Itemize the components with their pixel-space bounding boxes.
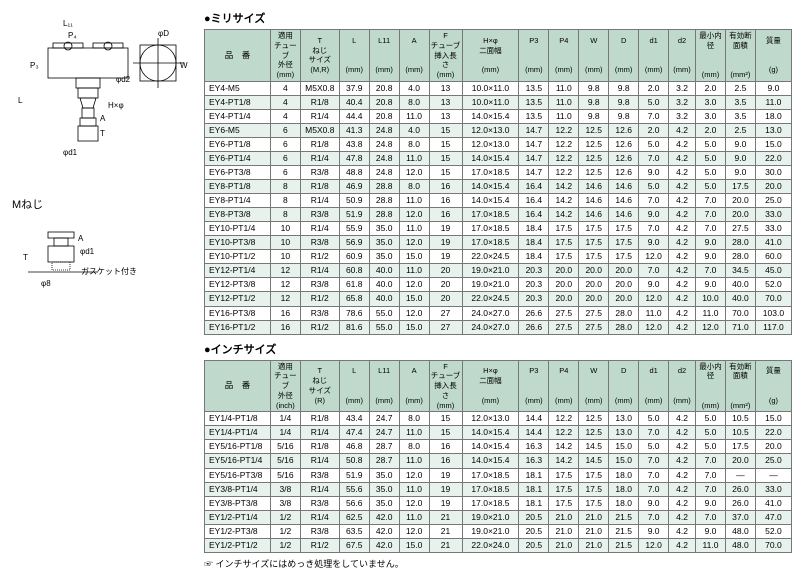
inch-section-title: ●インチサイズ: [204, 341, 792, 357]
table-row: EY1/2-PT1/41/2R1/462.542.011.02119.0×21.…: [205, 510, 792, 524]
footnote: インチサイズにはめっき処理をしていません。: [204, 557, 792, 570]
technical-drawing-main: L₁₁ P₄ P₃ L H×φ φd1 T A φd2 φD W: [8, 8, 198, 188]
table-row: EY10-PT1/210R1/260.935.015.01922.0×24.51…: [205, 250, 792, 264]
technical-drawing-m-thread: A T φ8 φd1 ガスケット付き: [8, 214, 198, 324]
table-row: EY5/16-PT3/85/16R3/851.935.012.01917.0×1…: [205, 468, 792, 482]
table-row: EY5/16-PT1/45/16R1/450.828.711.01614.0×1…: [205, 454, 792, 468]
table-row: EY4-PT1/84R1/840.420.88.01310.0×11.013.5…: [205, 95, 792, 109]
table-row: EY6-PT3/86R3/848.824.812.01517.0×18.514.…: [205, 166, 792, 180]
table-row: EY1/2-PT3/81/2R3/863.542.012.02119.0×21.…: [205, 524, 792, 538]
gasket-label: ガスケット付き: [81, 266, 137, 276]
table-row: EY8-PT3/88R3/851.928.812.01617.0×18.516.…: [205, 208, 792, 222]
table-row: EY3/8-PT1/43/8R1/455.635.011.01917.0×18.…: [205, 482, 792, 496]
svg-text:P₄: P₄: [68, 31, 77, 40]
svg-text:W: W: [180, 61, 188, 70]
svg-text:T: T: [23, 253, 28, 262]
table-row: EY10-PT1/410R1/455.935.011.01917.0×18.51…: [205, 222, 792, 236]
svg-text:P₃: P₃: [30, 61, 39, 70]
svg-text:L: L: [18, 96, 23, 105]
table-row: EY4-M54M5X0.837.920.84.01310.0×11.013.51…: [205, 81, 792, 95]
table-row: EY16-PT3/816R3/878.655.012.02724.0×27.02…: [205, 306, 792, 320]
inch-table: 品 番適用チューブ外径(inch)Tねじサイズ(R)L(mm)L11(mm)A(…: [204, 360, 792, 553]
mm-section-title: ●ミリサイズ: [204, 10, 792, 26]
mm-table: 品 番適用チューブ外径(mm)Tねじサイズ(M,R)L(mm)L11(mm)A(…: [204, 29, 792, 335]
table-row: EY6-PT1/86R1/843.824.88.01512.0×13.014.7…: [205, 137, 792, 151]
svg-text:A: A: [100, 114, 106, 123]
table-row: EY4-PT1/44R1/444.420.811.01314.0×15.413.…: [205, 109, 792, 123]
table-row: EY1/2-PT1/21/2R1/267.542.015.02122.0×24.…: [205, 538, 792, 552]
table-row: EY5/16-PT1/85/16R1/846.828.78.01614.0×15…: [205, 440, 792, 454]
table-row: EY16-PT1/216R1/281.655.015.02724.0×27.02…: [205, 320, 792, 334]
svg-text:H×φ: H×φ: [108, 101, 124, 110]
table-row: EY12-PT3/812R3/861.840.012.02019.0×21.02…: [205, 278, 792, 292]
svg-text:φD: φD: [158, 29, 169, 38]
svg-text:φd2: φd2: [116, 75, 131, 84]
svg-text:φ8: φ8: [41, 279, 51, 288]
table-row: EY10-PT3/810R3/856.935.012.01917.0×18.51…: [205, 236, 792, 250]
m-thread-title: Mねじ: [12, 196, 198, 212]
mm-thead: 品 番適用チューブ外径(mm)Tねじサイズ(M,R)L(mm)L11(mm)A(…: [205, 30, 792, 82]
table-row: EY3/8-PT3/83/8R3/856.635.012.01917.0×18.…: [205, 496, 792, 510]
svg-text:A: A: [78, 234, 84, 243]
table-row: EY8-PT1/48R1/450.928.811.01614.0×15.416.…: [205, 194, 792, 208]
svg-text:φd1: φd1: [80, 247, 95, 256]
table-row: EY6-PT1/46R1/447.824.811.01514.0×15.414.…: [205, 151, 792, 165]
svg-text:φd1: φd1: [63, 148, 78, 157]
inch-thead: 品 番適用チューブ外径(inch)Tねじサイズ(R)L(mm)L11(mm)A(…: [205, 360, 792, 412]
diagram-column: L₁₁ P₄ P₃ L H×φ φd1 T A φd2 φD W Mねじ: [8, 8, 204, 570]
table-row: EY1/4-PT1/81/4R1/843.424.78.01512.0×13.0…: [205, 412, 792, 426]
table-row: EY8-PT1/88R1/846.928.88.01614.0×15.416.4…: [205, 180, 792, 194]
table-row: EY12-PT1/212R1/265.840.015.02022.0×24.52…: [205, 292, 792, 306]
table-row: EY12-PT1/412R1/460.840.011.02019.0×21.02…: [205, 264, 792, 278]
table-row: EY6-M56M5X0.841.324.84.01512.0×13.014.71…: [205, 123, 792, 137]
svg-text:L₁₁: L₁₁: [63, 19, 73, 28]
svg-text:T: T: [100, 129, 105, 138]
table-row: EY1/4-PT1/41/4R1/447.424.711.01514.0×15.…: [205, 426, 792, 440]
